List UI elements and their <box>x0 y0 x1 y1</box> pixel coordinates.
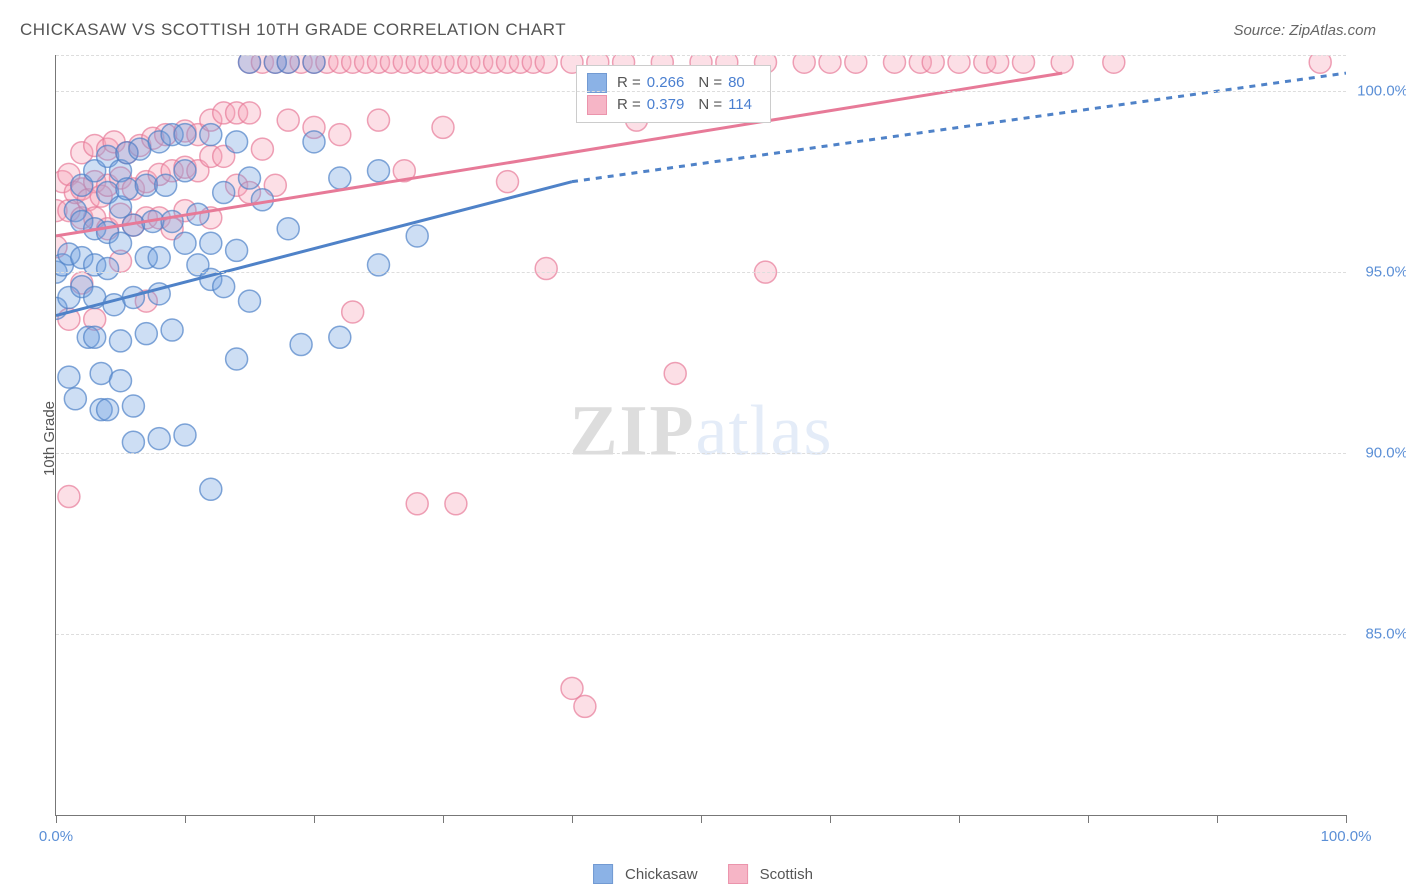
legend-swatch-scottish <box>728 864 748 884</box>
watermark-atlas: atlas <box>696 390 833 470</box>
r-value-scottish: 0.379 <box>647 94 685 116</box>
n-value-scottish: 114 <box>728 94 752 116</box>
y-tick-label: 90.0% <box>1365 445 1406 462</box>
x-tick-label: 0.0% <box>39 828 73 845</box>
legend-label-chickasaw: Chickasaw <box>625 866 698 883</box>
swatch-chickasaw <box>587 73 607 93</box>
n-label: N = <box>698 94 722 116</box>
chart-svg <box>56 55 1346 815</box>
y-tick-label: 100.0% <box>1357 83 1406 100</box>
legend-item-scottish: Scottish <box>728 864 813 884</box>
legend-item-chickasaw: Chickasaw <box>593 864 698 884</box>
source-credit: Source: ZipAtlas.com <box>1233 22 1376 39</box>
legend-bottom: Chickasaw Scottish <box>593 864 813 884</box>
y-tick-label: 95.0% <box>1365 264 1406 281</box>
swatch-scottish <box>587 95 607 115</box>
legend-label-scottish: Scottish <box>760 866 813 883</box>
chart-title: CHICKASAW VS SCOTTISH 10TH GRADE CORRELA… <box>20 20 566 40</box>
watermark: ZIPatlas <box>570 389 833 472</box>
r-label: R = <box>617 94 641 116</box>
plot-area: ZIPatlas R = 0.266 N = 80 R = 0.379 N = … <box>55 55 1346 816</box>
x-tick-label: 100.0% <box>1321 828 1372 845</box>
stats-row-scottish: R = 0.379 N = 114 <box>587 94 760 116</box>
legend-swatch-chickasaw <box>593 864 613 884</box>
y-tick-label: 85.0% <box>1365 626 1406 643</box>
stats-legend-box: R = 0.266 N = 80 R = 0.379 N = 114 <box>576 65 771 123</box>
watermark-zip: ZIP <box>570 390 696 470</box>
